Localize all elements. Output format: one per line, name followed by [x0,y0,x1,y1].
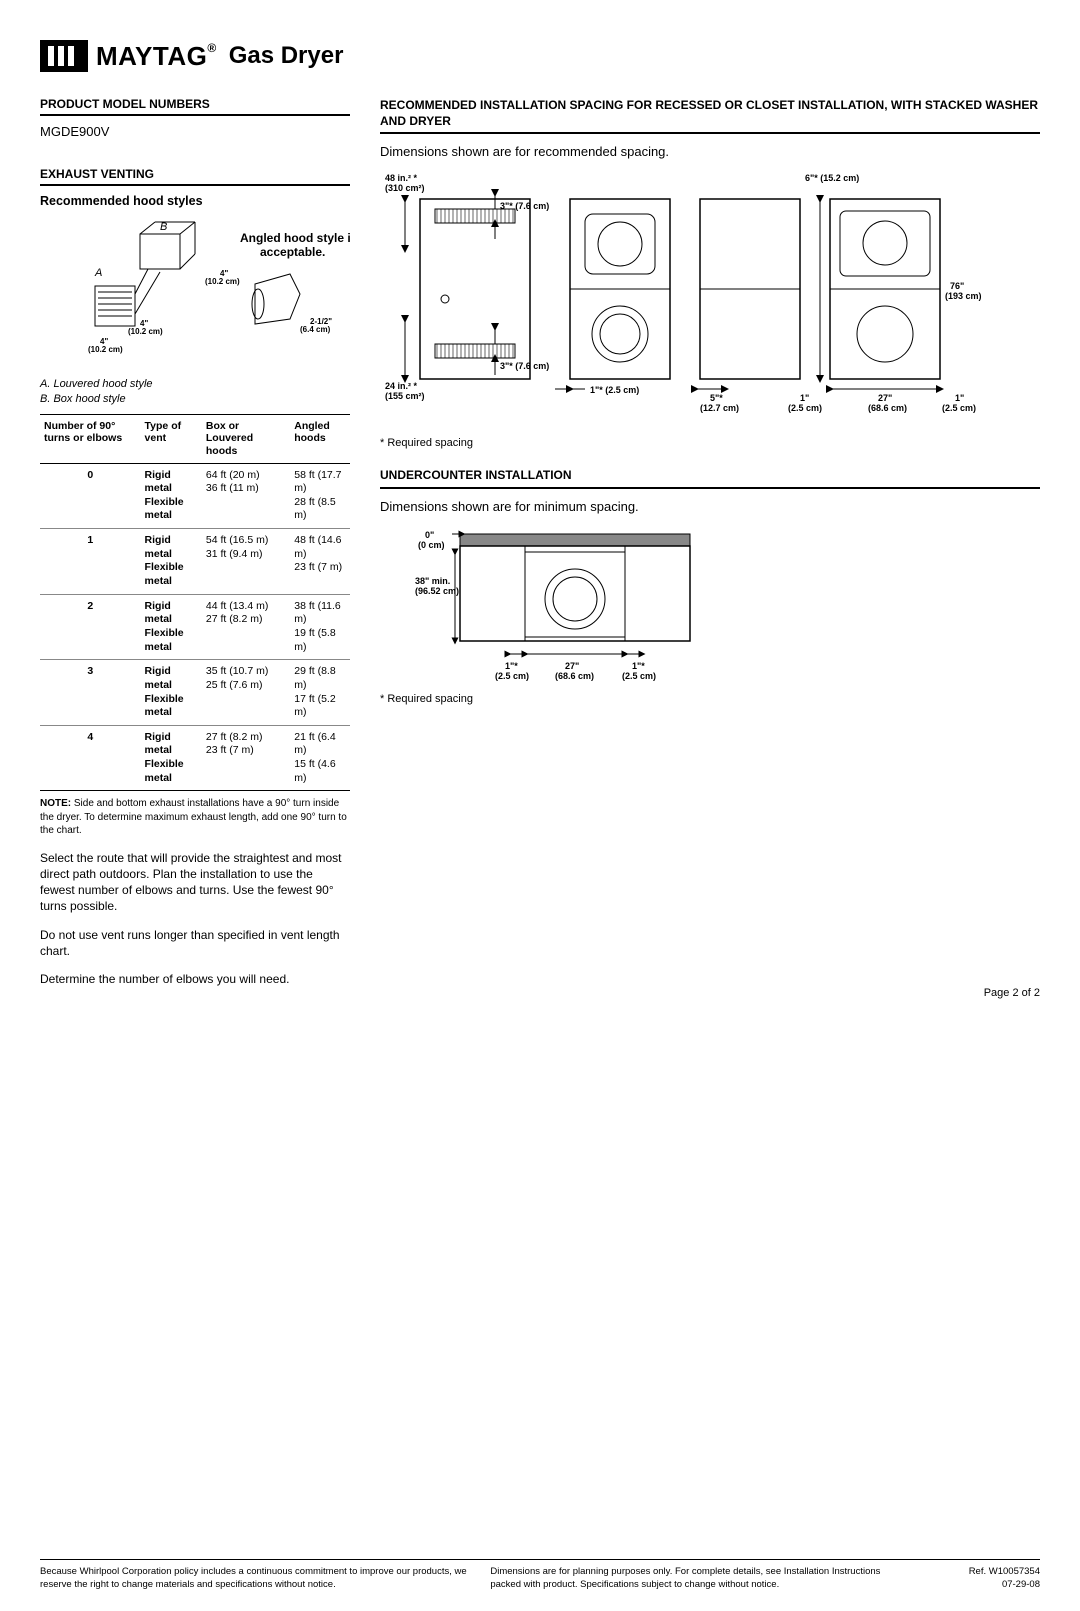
undercounter-diagram: 0" (0 cm) 38" min. (96.52 cm) 1"* (2.5 c… [380,524,1040,689]
svg-text:(2.5 cm): (2.5 cm) [788,403,822,413]
footer-middle: Dimensions are for planning purposes onl… [490,1566,887,1591]
svg-text:(193 cm): (193 cm) [945,291,982,301]
legend-a: A. Louvered hood style [40,378,153,390]
svg-text:(6.4 cm): (6.4 cm) [300,325,331,334]
svg-text:48 in.² *: 48 in.² * [385,173,418,183]
undercounter-title: UNDERCOUNTER INSTALLATION [380,467,1040,488]
brand-text: MAYTAG [96,41,207,71]
table-row: 1Rigid metalFlexible metal54 ft (16.5 m)… [40,529,350,595]
svg-text:(10.2 cm): (10.2 cm) [205,277,240,286]
footer-left: Because Whirlpool Corporation policy inc… [40,1566,470,1591]
svg-text:(310 cm²): (310 cm²) [385,183,425,193]
svg-text:3"* (7.6 cm): 3"* (7.6 cm) [500,361,549,371]
svg-text:(96.52 cm): (96.52 cm) [415,586,459,596]
logo: MAYTAG® [40,40,217,72]
svg-text:1"*: 1"* [505,661,518,671]
svg-text:5"*: 5"* [710,393,723,403]
vent-table: Number of 90° turns or elbows Type of ve… [40,414,350,792]
svg-text:(68.6 cm): (68.6 cm) [868,403,907,413]
svg-text:(2.5 cm): (2.5 cm) [942,403,976,413]
maytag-logo-icon [40,40,88,72]
svg-text:acceptable.: acceptable. [260,245,325,259]
svg-text:(0 cm): (0 cm) [418,540,445,550]
exhaust-section-title: EXHAUST VENTING [40,167,350,186]
header: MAYTAG® Gas Dryer [40,40,1040,72]
svg-text:76": 76" [950,281,964,291]
svg-text:(155 cm²): (155 cm²) [385,391,425,401]
col-angled: Angled hoods [290,414,350,463]
left-column: PRODUCT MODEL NUMBERS MGDE900V EXHAUST V… [40,97,350,987]
svg-text:(2.5 cm): (2.5 cm) [495,671,529,681]
hood-legend: A. Louvered hood style B. Box hood style [40,377,350,408]
svg-text:27": 27" [878,393,892,403]
table-row: 4Rigid metalFlexible metal27 ft (8.2 m)2… [40,725,350,791]
label-a-text: A [94,267,102,279]
undercounter-desc: Dimensions shown are for minimum spacing… [380,499,1040,514]
svg-text:(10.2 cm): (10.2 cm) [128,327,163,336]
table-row: 3Rigid metalFlexible metal35 ft (10.7 m)… [40,660,350,726]
svg-text:1"* (2.5 cm): 1"* (2.5 cm) [590,385,639,395]
svg-text:1": 1" [955,393,964,403]
svg-text:38" min.: 38" min. [415,576,450,586]
table-row: 2Rigid metalFlexible metal44 ft (13.4 m)… [40,594,350,660]
table-row: 0Rigid metalFlexible metal64 ft (20 m)36… [40,463,350,529]
svg-text:6"* (15.2 cm): 6"* (15.2 cm) [805,173,859,183]
hood-subtitle: Recommended hood styles [40,194,350,208]
svg-text:27": 27" [565,661,579,671]
footer-right: Ref. W10057354 07-29-08 [908,1566,1040,1591]
closet-diagrams: 48 in.² * (310 cm²) 3"* (7.6 cm) [380,169,1040,429]
svg-text:0": 0" [425,530,434,540]
svg-text:(12.7 cm): (12.7 cm) [700,403,739,413]
closet-desc: Dimensions shown are for recommended spa… [380,144,1040,159]
svg-text:1": 1" [800,393,809,403]
col-box: Box or Louvered hoods [202,414,290,463]
product-title: Gas Dryer [229,42,344,70]
model-number: MGDE900V [40,124,350,139]
paragraph-3: Determine the number of elbows you will … [40,971,350,987]
reg-mark: ® [207,41,216,55]
hood-diagram: B A 4" (10.2 c [40,214,350,369]
table-note: NOTE: Side and bottom exhaust installati… [40,797,350,838]
svg-text:1"*: 1"* [632,661,645,671]
svg-text:(2.5 cm): (2.5 cm) [622,671,656,681]
brand-name: MAYTAG® [96,41,217,72]
svg-text:(68.6 cm): (68.6 cm) [555,671,594,681]
paragraph-1: Select the route that will provide the s… [40,850,350,915]
paragraph-2: Do not use vent runs longer than specifi… [40,927,350,959]
svg-text:3"* (7.6 cm): 3"* (7.6 cm) [500,201,549,211]
col-type: Type of vent [141,414,202,463]
svg-text:Angled hood style is: Angled hood style is [240,231,350,245]
label-b-text: B [160,221,167,233]
model-section-title: PRODUCT MODEL NUMBERS [40,97,350,116]
right-column: RECOMMENDED INSTALLATION SPACING FOR REC… [380,97,1040,987]
page-number: Page 2 of 2 [40,987,1040,999]
closet-section-title: RECOMMENDED INSTALLATION SPACING FOR REC… [380,97,1040,134]
date: 07-29-08 [1002,1579,1040,1590]
col-turns: Number of 90° turns or elbows [40,414,141,463]
legend-b: B. Box hood style [40,393,126,405]
ref-number: Ref. W10057354 [969,1566,1040,1577]
svg-text:(10.2 cm): (10.2 cm) [88,345,123,354]
required-spacing-2: * Required spacing [380,693,1040,705]
required-spacing-1: * Required spacing [380,437,1040,449]
svg-text:24 in.² *: 24 in.² * [385,381,418,391]
footer: Because Whirlpool Corporation policy inc… [40,1559,1040,1591]
